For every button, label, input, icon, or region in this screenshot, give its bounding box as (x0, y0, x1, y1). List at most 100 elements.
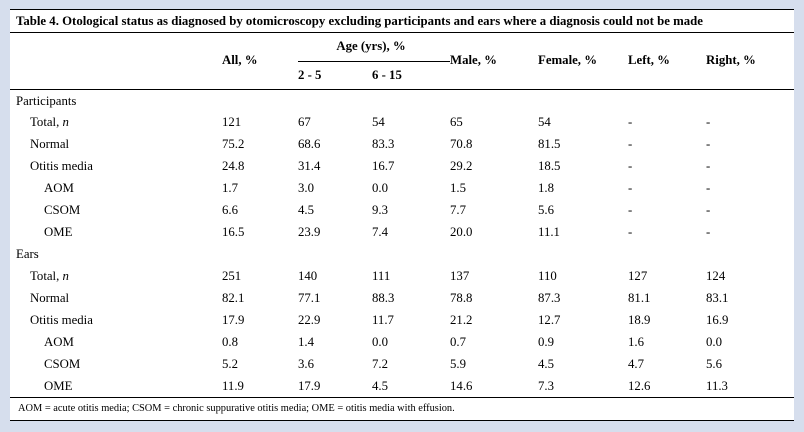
row-label: AOM (44, 180, 74, 195)
table-header: All, % Age (yrs), % Male, % Female, % Le… (10, 33, 795, 89)
value-cell: 6.6 (222, 202, 238, 217)
header-col-left: Left, % (628, 53, 670, 68)
table-footnote: AOM = acute otitis media; CSOM = chronic… (10, 397, 794, 420)
value-cell: 0.0 (372, 334, 388, 349)
row-label: CSOM (44, 356, 81, 371)
value-cell: 11.1 (538, 224, 560, 239)
row-label: OME (44, 224, 73, 239)
value-cell: 17.9 (298, 378, 321, 393)
value-cell: 11.7 (372, 312, 394, 327)
row-label: AOM (44, 334, 74, 349)
value-cell: 4.5 (298, 202, 314, 217)
value-cell: - (706, 114, 711, 129)
value-cell: - (706, 224, 711, 239)
value-cell: - (628, 136, 633, 151)
row-label: Otitis media (30, 158, 93, 173)
value-cell: 16.7 (372, 158, 395, 173)
value-cell: 20.0 (450, 224, 473, 239)
value-cell: 16.5 (222, 224, 245, 239)
value-cell: 3.0 (298, 180, 314, 195)
header-col-age-6-15: 6 - 15 (372, 67, 402, 82)
header-col-male: Male, % (450, 53, 497, 68)
section-row: Ears (10, 243, 794, 265)
data-row: Otitis media 17.9 22.9 11.7 21.2 12.7 18.9 16.9 (10, 309, 794, 331)
data-row: OME 11.9 17.9 4.5 14.6 7.3 12.6 11.3 (10, 375, 794, 397)
value-cell: 9.3 (372, 202, 388, 217)
value-cell: 5.9 (450, 356, 467, 371)
value-cell: 67 (298, 114, 311, 129)
value-cell: 4.7 (628, 356, 645, 371)
value-cell: 22.9 (298, 312, 321, 327)
data-row: CSOM 5.2 3.6 7.2 5.9 4.5 4.7 5.6 (10, 353, 794, 375)
value-cell: 1.5 (450, 180, 467, 195)
value-cell: 78.8 (450, 290, 473, 305)
section-label: Ears (16, 246, 39, 261)
row-label-italic: n (62, 114, 69, 129)
value-cell: 18.9 (628, 312, 651, 327)
value-cell: 0.9 (538, 334, 555, 349)
row-label: CSOM (44, 202, 81, 217)
value-cell: 1.6 (628, 334, 645, 349)
value-cell: 5.6 (538, 202, 555, 217)
value-cell: 127 (628, 268, 648, 283)
data-row: Otitis media 24.8 31.4 16.7 29.2 18.5 - - (10, 155, 794, 177)
value-cell: 18.5 (538, 158, 561, 173)
value-cell: 0.7 (450, 334, 467, 349)
value-cell: 14.6 (450, 378, 473, 393)
row-label: Normal (30, 136, 70, 151)
value-cell: 3.6 (298, 356, 314, 371)
value-cell: 0.0 (706, 334, 723, 349)
value-cell: 23.9 (298, 224, 321, 239)
value-cell: 121 (222, 114, 242, 129)
table-4-container: Table 4. Otological status as diagnosed … (10, 9, 795, 421)
row-label: Otitis media (30, 312, 93, 327)
table-body: Participants Total, n 121 67 54 65 54 - - Normal 7… (10, 89, 794, 397)
value-cell: 17.9 (222, 312, 245, 327)
data-row: CSOM 6.6 4.5 9.3 7.7 5.6 - - (10, 199, 794, 221)
value-cell: - (628, 202, 633, 217)
header-col-right: Right, % (706, 53, 756, 68)
value-cell: 70.8 (450, 136, 473, 151)
data-row: Normal 82.1 77.1 88.3 78.8 87.3 81.1 83.1 (10, 287, 794, 309)
value-cell: 87.3 (538, 290, 561, 305)
value-cell: 0.8 (222, 334, 238, 349)
value-cell: 12.6 (628, 378, 651, 393)
table-title: Table 4. Otological status as diagnosed … (10, 10, 794, 33)
data-row: Total, n 121 67 54 65 54 - - (10, 111, 794, 133)
value-cell: 77.1 (298, 290, 321, 305)
header-col-female: Female, % (538, 53, 598, 68)
row-label-italic: n (62, 268, 69, 283)
data-row: AOM 1.7 3.0 0.0 1.5 1.8 - - (10, 177, 794, 199)
value-cell: 7.3 (538, 378, 555, 393)
value-cell: 82.1 (222, 290, 245, 305)
value-cell: 4.5 (538, 356, 555, 371)
value-cell: 1.7 (222, 180, 238, 195)
value-cell: 83.3 (372, 136, 395, 151)
value-cell: 31.4 (298, 158, 321, 173)
value-cell: 251 (222, 268, 242, 283)
page: Table 4. Otological status as diagnosed … (0, 9, 804, 421)
value-cell: 7.4 (372, 224, 388, 239)
value-cell: 83.1 (706, 290, 729, 305)
value-cell: 24.8 (222, 158, 245, 173)
value-cell: 0.0 (372, 180, 388, 195)
value-cell: 111 (372, 268, 391, 283)
data-row: Normal 75.2 68.6 83.3 70.8 81.5 - - (10, 133, 794, 155)
data-row: AOM 0.8 1.4 0.0 0.7 0.9 1.6 0.0 (10, 331, 794, 353)
value-cell: - (628, 158, 633, 173)
value-cell: - (628, 180, 633, 195)
header-age-group: Age (yrs), % (298, 33, 451, 62)
value-cell: - (706, 180, 711, 195)
value-cell: 29.2 (450, 158, 473, 173)
value-cell: - (628, 224, 633, 239)
value-cell: 1.4 (298, 334, 314, 349)
value-cell: 65 (450, 114, 463, 129)
value-cell: 5.6 (706, 356, 723, 371)
header-row-1: All, % Age (yrs), % Male, % Female, % Le… (10, 33, 794, 67)
header-row-2: 2 - 5 6 - 15 (10, 61, 794, 89)
row-label: Normal (30, 290, 70, 305)
value-cell: 68.6 (298, 136, 321, 151)
value-cell: 11.9 (222, 378, 244, 393)
row-label: OME (44, 378, 73, 393)
value-cell: - (706, 202, 711, 217)
